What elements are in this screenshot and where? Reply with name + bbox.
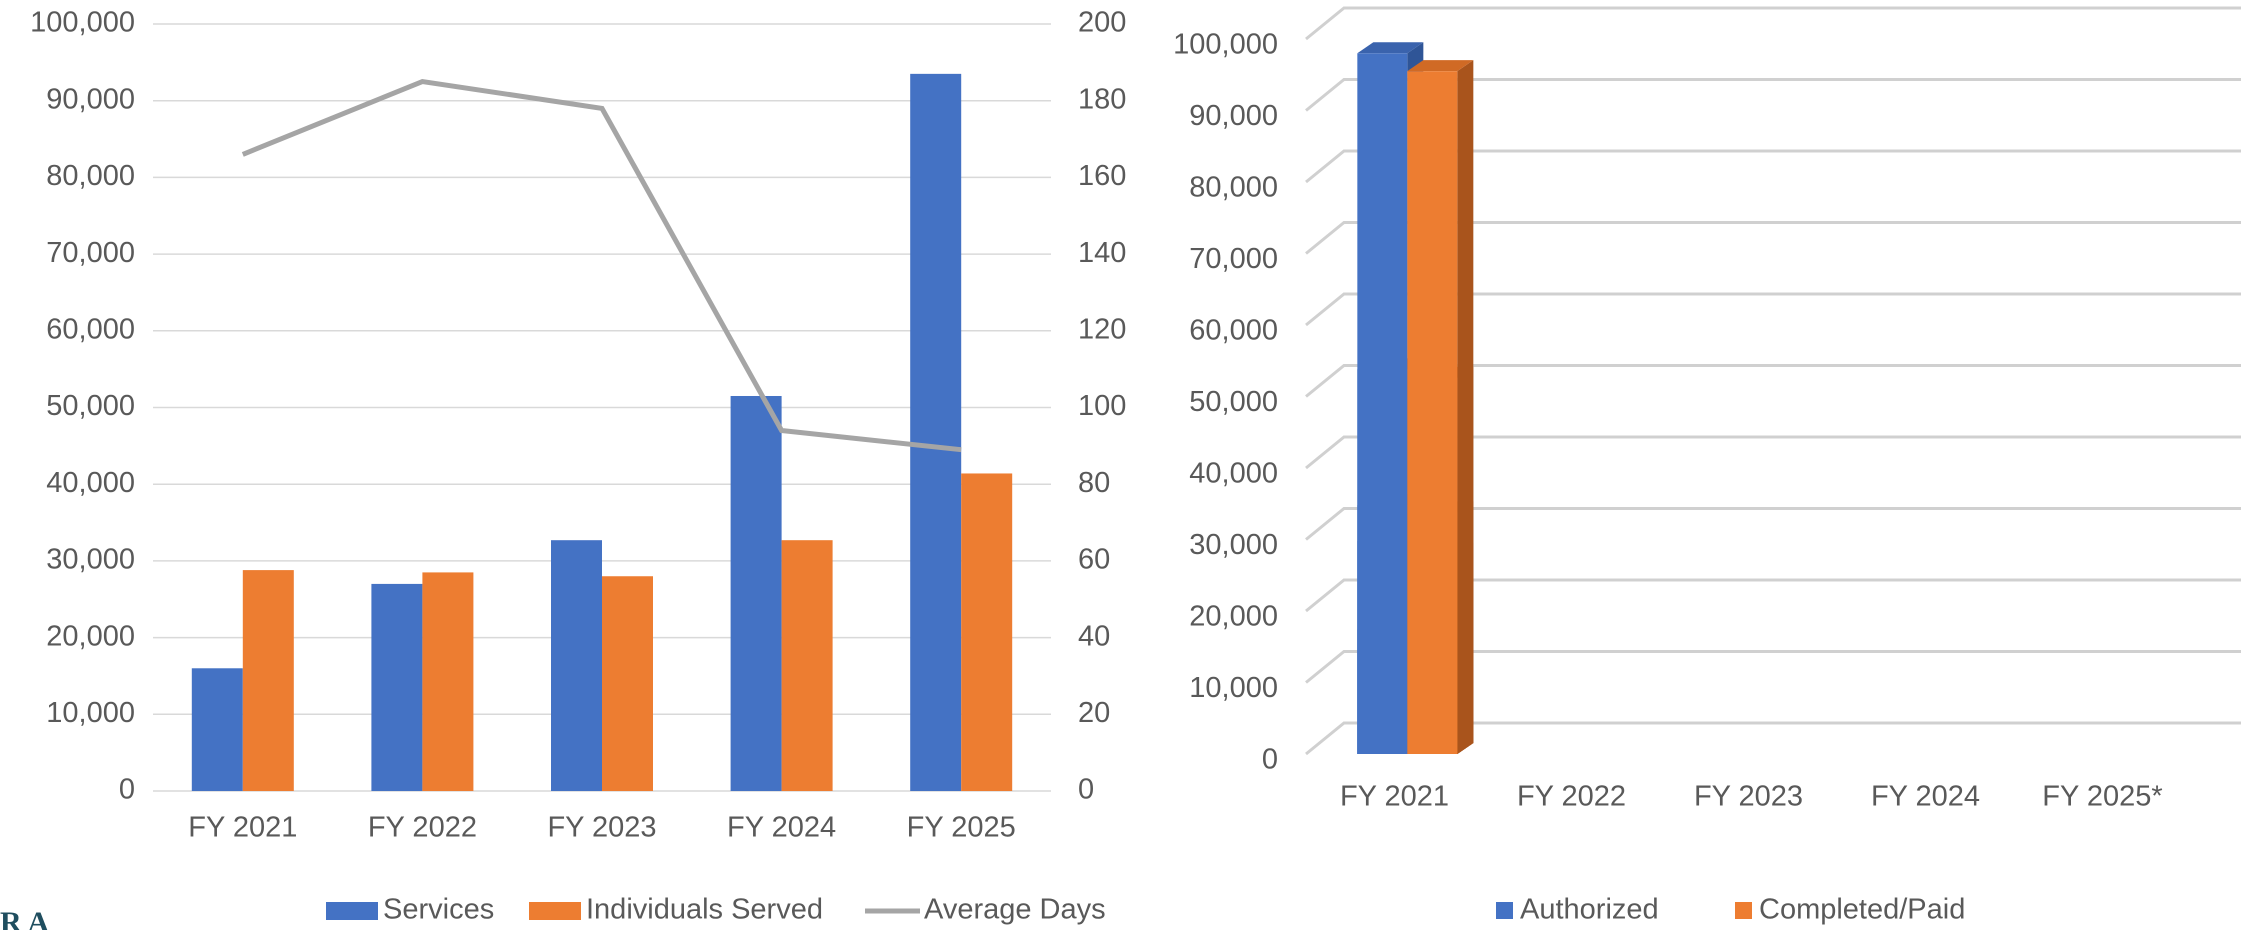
y-tick-label: 30,000	[1189, 529, 1278, 561]
y-tick-label: 0	[1262, 744, 1278, 776]
bar	[191, 668, 243, 791]
bar	[910, 73, 962, 792]
bar-side	[1457, 60, 1474, 755]
line	[241, 78, 962, 453]
legend-swatch	[529, 902, 581, 920]
x-tick-label: FY 2023	[1694, 781, 1803, 813]
bar	[961, 473, 1013, 791]
x-tick-label: FY 2024	[727, 812, 836, 844]
y-tick-label: 40,000	[1189, 458, 1278, 490]
y-tick-label: 60,000	[46, 313, 135, 345]
y2-tick-label: 180	[1078, 83, 1126, 115]
y2-tick-label: 0	[1078, 774, 1094, 806]
y-tick-label: 30,000	[46, 544, 135, 576]
bar	[1357, 53, 1408, 755]
y-tick-label: 70,000	[1189, 243, 1278, 275]
logo: R A	[0, 906, 50, 930]
grid-line	[1305, 507, 2241, 541]
y2-tick-label: 100	[1078, 390, 1126, 422]
x-tick-label: FY 2023	[547, 812, 656, 844]
x-tick-label: FY 2024	[1871, 781, 1980, 813]
grid-line	[1305, 650, 2241, 684]
legend-swatch	[326, 902, 378, 920]
grid-line	[1305, 292, 2241, 327]
y2-tick-label: 80	[1078, 467, 1110, 499]
legend-label: Individuals Served	[586, 894, 823, 926]
bar-top	[1357, 42, 1424, 54]
bar	[242, 570, 294, 791]
y-tick-label: 40,000	[46, 467, 135, 499]
bar-top	[1407, 60, 1474, 72]
legend-label: Completed/Paid	[1759, 894, 1965, 926]
y-tick-label: 20,000	[1189, 601, 1278, 633]
grid-line	[1305, 78, 2241, 112]
y-tick-label: 10,000	[1189, 672, 1278, 704]
x-tick-label: FY 2021	[188, 812, 297, 844]
grid-line	[1305, 364, 2241, 398]
x-tick-label: FY 2022	[368, 812, 477, 844]
y-tick-label: 20,000	[46, 620, 135, 652]
y-tick-label: 60,000	[1189, 315, 1278, 347]
x-tick-label: FY 2025	[907, 812, 1016, 844]
bar	[1407, 71, 1458, 755]
legend-swatch	[1496, 902, 1513, 919]
bar	[422, 572, 474, 791]
y-tick-label: 90,000	[1189, 100, 1278, 132]
y2-tick-label: 120	[1078, 313, 1126, 345]
y2-tick-label: 40	[1078, 620, 1110, 652]
legend-label: Authorized	[1520, 894, 1659, 926]
y2-tick-label: 200	[1078, 7, 1126, 39]
y-tick-label: 50,000	[1189, 386, 1278, 418]
y-tick-label: 50,000	[46, 390, 135, 422]
y-tick-label: 100,000	[1173, 29, 1278, 61]
grid-line	[1305, 435, 2241, 470]
y-tick-label: 90,000	[46, 83, 135, 115]
grid-line	[1305, 578, 2241, 613]
legend-label: Services	[383, 894, 494, 926]
y2-tick-label: 140	[1078, 237, 1126, 269]
y-tick-label: 100,000	[30, 7, 135, 39]
grid-line	[1305, 6, 2241, 41]
y-tick-label: 10,000	[46, 697, 135, 729]
x-tick-label: FY 2021	[1340, 781, 1449, 813]
bar	[371, 583, 423, 791]
x-tick-label: FY 2025*	[2042, 781, 2162, 813]
legend-swatch	[1735, 902, 1752, 919]
y2-tick-label: 60	[1078, 544, 1110, 576]
x-tick-label: FY 2022	[1517, 781, 1626, 813]
legend-label: Average Days	[924, 894, 1106, 926]
y2-tick-label: 20	[1078, 697, 1110, 729]
y-tick-label: 80,000	[1189, 172, 1278, 204]
bar	[730, 395, 782, 791]
y-tick-label: 70,000	[46, 237, 135, 269]
y-tick-label: 80,000	[46, 160, 135, 192]
grid-line	[1305, 149, 2241, 184]
y2-tick-label: 160	[1078, 160, 1126, 192]
bar	[551, 540, 602, 791]
bar	[602, 576, 653, 791]
y-tick-label: 0	[119, 774, 135, 806]
grid-line	[1305, 721, 2241, 756]
grid-line	[1305, 221, 2241, 255]
bar	[781, 540, 833, 791]
